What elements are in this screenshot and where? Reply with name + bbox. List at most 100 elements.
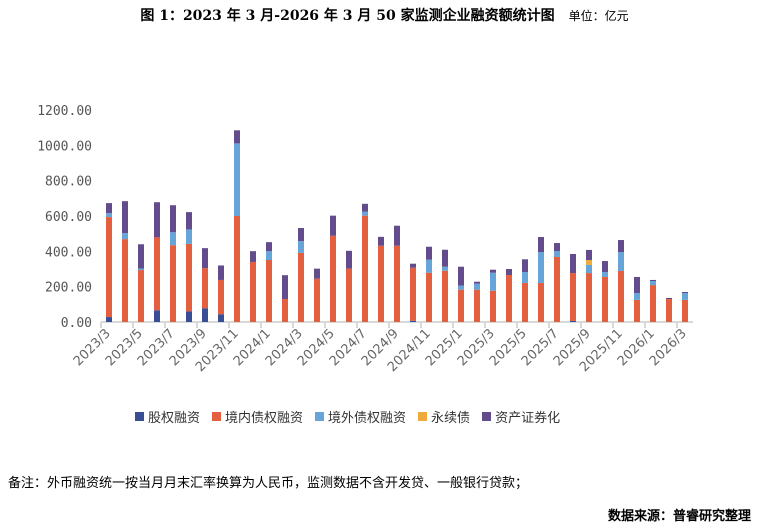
bar-2025-4-s1 xyxy=(506,275,512,322)
bar-2025-4-s4 xyxy=(506,269,512,276)
legend: 股权融资 境内债权融资 境外债权融资 永续债 资产证券化 xyxy=(135,407,560,426)
bar-2024-10-s0 xyxy=(410,320,416,322)
data-source: 数据来源：普睿研究整理 xyxy=(607,509,751,524)
bar-2024-3-s2 xyxy=(298,241,304,253)
bar-2025-3-s1 xyxy=(490,290,496,322)
bar-2025-8-s1 xyxy=(570,273,576,321)
bar-2024-11-s1 xyxy=(426,272,432,322)
bar-2025-6-s1 xyxy=(538,282,544,322)
bar-2023-12-s4 xyxy=(250,251,256,262)
legend-label: 境外债权融资 xyxy=(328,411,407,426)
bar-2025-7-s2 xyxy=(554,250,560,257)
bar-2023-3-s4 xyxy=(106,203,112,214)
bar-2023-11-s2 xyxy=(234,143,240,216)
bar-2025-6-s4 xyxy=(538,237,544,253)
bar-2024-8-s1 xyxy=(378,245,384,322)
y-tick-label: 0.00 xyxy=(61,316,92,331)
bar-2023-11-s1 xyxy=(234,216,240,322)
bar-2025-12-s4 xyxy=(634,276,640,294)
bar-2024-11-s4 xyxy=(426,246,432,260)
bar-2023-6-s4 xyxy=(154,202,160,238)
bar-2025-7-s4 xyxy=(554,243,560,251)
y-tick-label: 200.00 xyxy=(45,281,92,296)
bar-2024-4-s4 xyxy=(314,268,320,279)
bar-2023-7-s1 xyxy=(170,245,176,322)
bar-2025-6-s2 xyxy=(538,252,544,283)
bar-2023-10-s4 xyxy=(218,265,224,280)
bar-2024-12-s2 xyxy=(442,266,448,271)
legend-label: 境内债权融资 xyxy=(225,411,304,426)
bar-2025-11-s2 xyxy=(618,252,624,271)
bar-2023-3-s0 xyxy=(106,317,112,322)
bar-2025-11-s1 xyxy=(618,270,624,322)
bar-2025-12-s2 xyxy=(634,293,640,300)
legend-swatch xyxy=(418,412,428,421)
bar-2023-3-s1 xyxy=(106,217,112,318)
legend-label: 永续债 xyxy=(431,411,471,426)
bar-2024-8-s4 xyxy=(378,236,384,246)
unit-label: 单位：亿元 xyxy=(568,9,629,23)
bar-2026-1-s2 xyxy=(650,281,656,286)
legend-swatch xyxy=(315,412,325,421)
title-text: 图 1：2023 年 3 月-2026 年 3 月 50 家监测企业融资额统计图 xyxy=(140,8,555,24)
bar-2024-2-s1 xyxy=(282,299,288,322)
bar-2023-8-s4 xyxy=(186,212,192,230)
bar-2025-7-s1 xyxy=(554,256,560,322)
bar-2025-9-s3 xyxy=(586,259,592,265)
bar-2023-9-s0 xyxy=(202,308,208,322)
bar-2026-1-s4 xyxy=(650,279,656,282)
bar-2023-6-s1 xyxy=(154,237,160,311)
bar-2024-3-s4 xyxy=(298,228,304,242)
bar-2025-1-s2 xyxy=(458,285,464,290)
bar-2025-2-s1 xyxy=(474,289,480,322)
legend-label: 资产证券化 xyxy=(495,411,561,426)
bar-2024-6-s1 xyxy=(346,268,352,322)
legend-item: 境外债权融资 xyxy=(315,407,406,426)
bar-2023-12-s1 xyxy=(250,261,256,322)
bar-2025-9-s1 xyxy=(586,273,592,322)
bar-2024-1-s4 xyxy=(266,242,272,252)
bar-2023-5-s4 xyxy=(138,244,144,269)
legend-item: 资产证券化 xyxy=(482,407,560,426)
bar-2024-7-s4 xyxy=(362,203,368,212)
y-tick-label: 1000.00 xyxy=(37,139,92,154)
bar-2024-11-s2 xyxy=(426,259,432,273)
bar-2024-6-s4 xyxy=(346,250,352,269)
bar-2026-2-s1 xyxy=(666,299,672,322)
legend-item: 股权融资 xyxy=(135,407,200,426)
bar-2024-5-s1 xyxy=(330,235,336,322)
bar-2023-3-s2 xyxy=(106,213,112,218)
bar-2024-12-s4 xyxy=(442,249,448,267)
bar-2025-8-s0 xyxy=(570,320,576,322)
legend-swatch xyxy=(135,412,144,421)
bar-2024-1-s2 xyxy=(266,251,272,260)
bar-2026-3-s2 xyxy=(682,293,688,300)
bar-2024-2-s4 xyxy=(282,275,288,300)
bar-2024-4-s1 xyxy=(314,278,320,322)
bar-2025-3-s2 xyxy=(490,272,496,291)
bar-2024-1-s1 xyxy=(266,259,272,322)
bar-2025-2-s4 xyxy=(474,281,480,284)
bar-2024-3-s1 xyxy=(298,252,304,322)
bar-2023-9-s4 xyxy=(202,248,208,269)
y-tick-label: 1200.00 xyxy=(37,104,92,119)
bar-2025-1-s1 xyxy=(458,289,464,322)
bar-2023-9-s1 xyxy=(202,268,208,309)
bar-2025-11-s4 xyxy=(618,240,624,253)
bar-2023-8-s2 xyxy=(186,229,192,244)
bar-2024-12-s1 xyxy=(442,270,448,322)
bar-2023-5-s1 xyxy=(138,270,144,322)
bar-2024-7-s2 xyxy=(362,211,368,216)
bar-2023-8-s0 xyxy=(186,311,192,322)
bar-2023-5-s2 xyxy=(138,268,144,271)
bar-2025-2-s2 xyxy=(474,283,480,290)
legend-swatch xyxy=(482,412,492,421)
legend-label: 股权融资 xyxy=(148,411,201,426)
bar-2026-3-s4 xyxy=(682,291,688,294)
bar-2023-4-s4 xyxy=(122,201,128,234)
bar-2024-9-s1 xyxy=(394,245,400,322)
bar-2025-9-s2 xyxy=(586,264,592,274)
bar-2025-10-s1 xyxy=(602,276,608,322)
chart-title: 图 1：2023 年 3 月-2026 年 3 月 50 家监测企业融资额统计图… xyxy=(0,5,769,25)
